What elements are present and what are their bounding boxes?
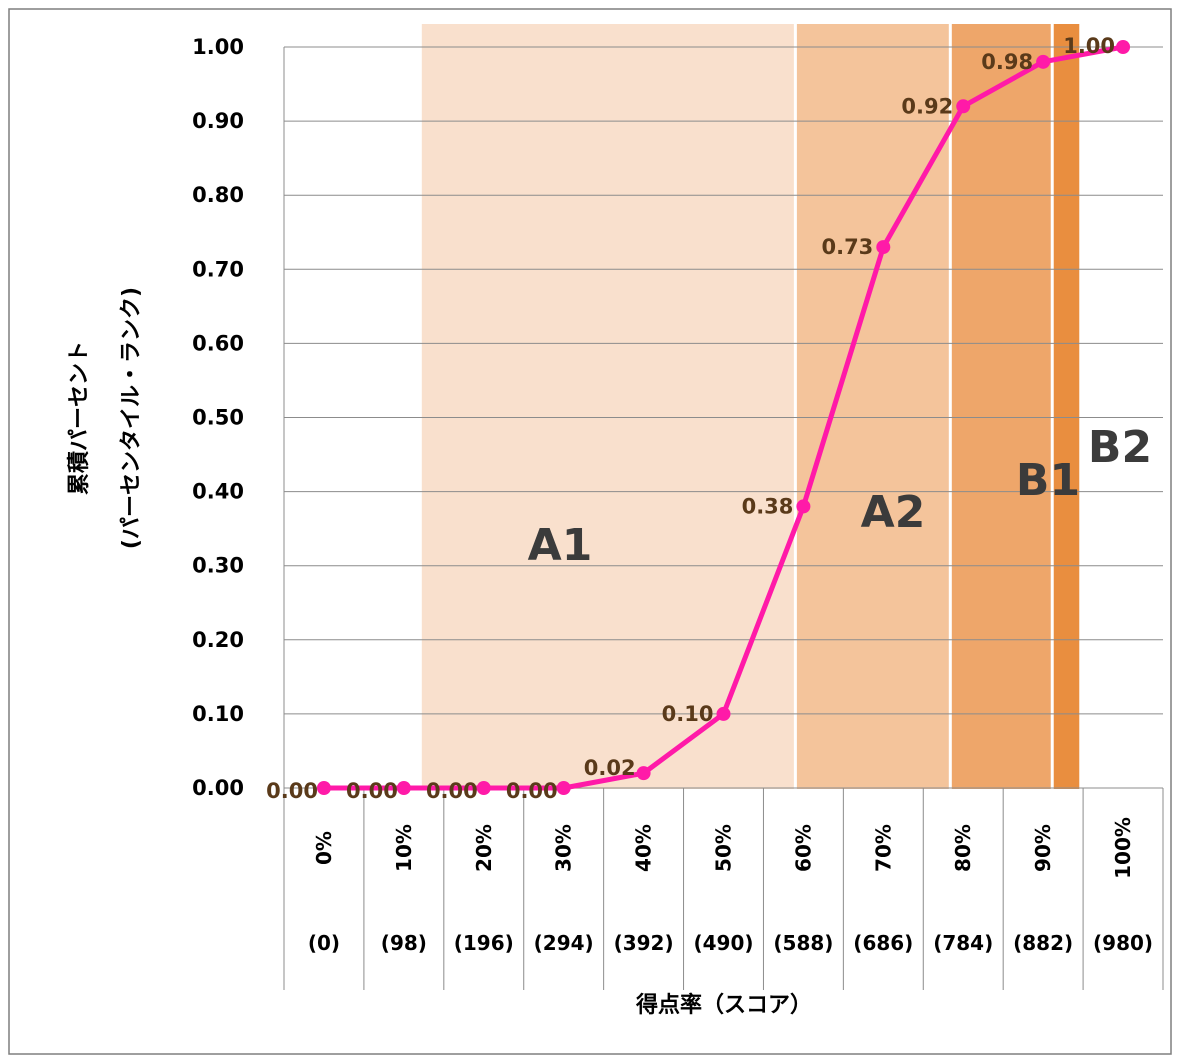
data-label: 0.98 [981,50,1033,74]
data-labels: 0.00 0.00 0.00 0.00 0.02 0.10 0.38 0.73 0.92 0.98… [266,34,1152,803]
gridlines [283,46,1163,789]
x-score-5: (490) [693,931,753,955]
y-tick-0.80: 0.80 [192,183,244,207]
data-label: 0.10 [662,702,714,726]
band-a1 [421,24,794,789]
x-axis-title: 得点率（スコア） [635,992,812,1018]
band-a2 [796,24,949,789]
band-label-a2: A2 [861,487,926,538]
band-label-a1: A1 [528,520,593,571]
data-point [956,99,971,114]
y-axis-ticks: 0.00 0.10 0.20 0.30 0.40 0.50 0.60 0.70 0.80 0.90… [192,35,244,800]
series-line [316,40,1131,795]
x-tick-90pct: 90% [1031,824,1055,872]
x-tick-30pct: 30% [552,824,576,872]
y-tick-0.40: 0.40 [192,480,244,504]
data-point [316,781,331,795]
x-tick-10pct: 10% [392,824,416,872]
x-tick-0pct: 0% [312,831,336,865]
band-b2 [1053,24,1080,789]
y-tick-0.30: 0.30 [192,554,244,578]
data-label: 0.00 [426,779,478,803]
band-label-b2: B2 [1088,422,1152,473]
x-tick-20pct: 20% [472,824,496,872]
x-score-7: (686) [853,931,913,955]
y-tick-0.20: 0.20 [192,628,244,652]
data-label: 1.00 [1063,34,1115,58]
x-score-1: (98) [381,931,427,955]
data-point [396,781,411,795]
y-tick-0.70: 0.70 [192,257,244,281]
data-point [876,240,891,255]
data-label: 0.02 [584,756,636,780]
y-axis-title-line1: 累積パーセント [67,341,92,495]
x-score-9: (882) [1013,931,1073,955]
score-bands [421,24,1080,789]
x-score-4: (392) [614,931,674,955]
data-point [716,706,731,721]
x-score-3: (294) [534,931,594,955]
data-label: 0.00 [346,779,398,803]
data-point [636,766,651,781]
x-tick-60pct: 60% [791,824,815,872]
x-score-0: (0) [308,931,340,955]
y-tick-0.10: 0.10 [192,702,244,726]
x-tick-70pct: 70% [871,824,895,872]
data-point [556,781,571,795]
x-score-2: (196) [454,931,514,955]
data-point [476,781,491,795]
y-tick-0.60: 0.60 [192,331,244,355]
data-label: 0.92 [901,94,953,118]
x-tick-100pct: 100% [1111,817,1135,879]
x-score-8: (784) [933,931,993,955]
data-label: 0.00 [266,779,318,803]
x-score-10: (980) [1093,931,1153,955]
data-label: 0.73 [821,235,873,259]
y-tick-0.00: 0.00 [192,776,244,800]
x-tick-80pct: 80% [951,824,975,872]
band-b1 [951,24,1051,789]
y-tick-0.90: 0.90 [192,109,244,133]
y-tick-0.50: 0.50 [192,406,244,430]
data-point [1116,40,1131,54]
x-axis-table: 0% (0) 10% (98) 20% (196) 30% (294) 40% (392) 50% (… [283,788,1164,990]
x-tick-50pct: 50% [712,824,736,872]
data-label: 0.38 [742,494,794,518]
y-tick-1.00: 1.00 [192,35,244,59]
data-point [1036,54,1051,69]
x-score-6: (588) [773,931,833,955]
y-axis-title-line2: (パーセンタイル・ランク) [119,287,144,549]
band-label-b1: B1 [1016,455,1080,506]
x-tick-40pct: 40% [632,824,656,872]
data-point [796,499,811,514]
data-label: 0.00 [506,779,558,803]
